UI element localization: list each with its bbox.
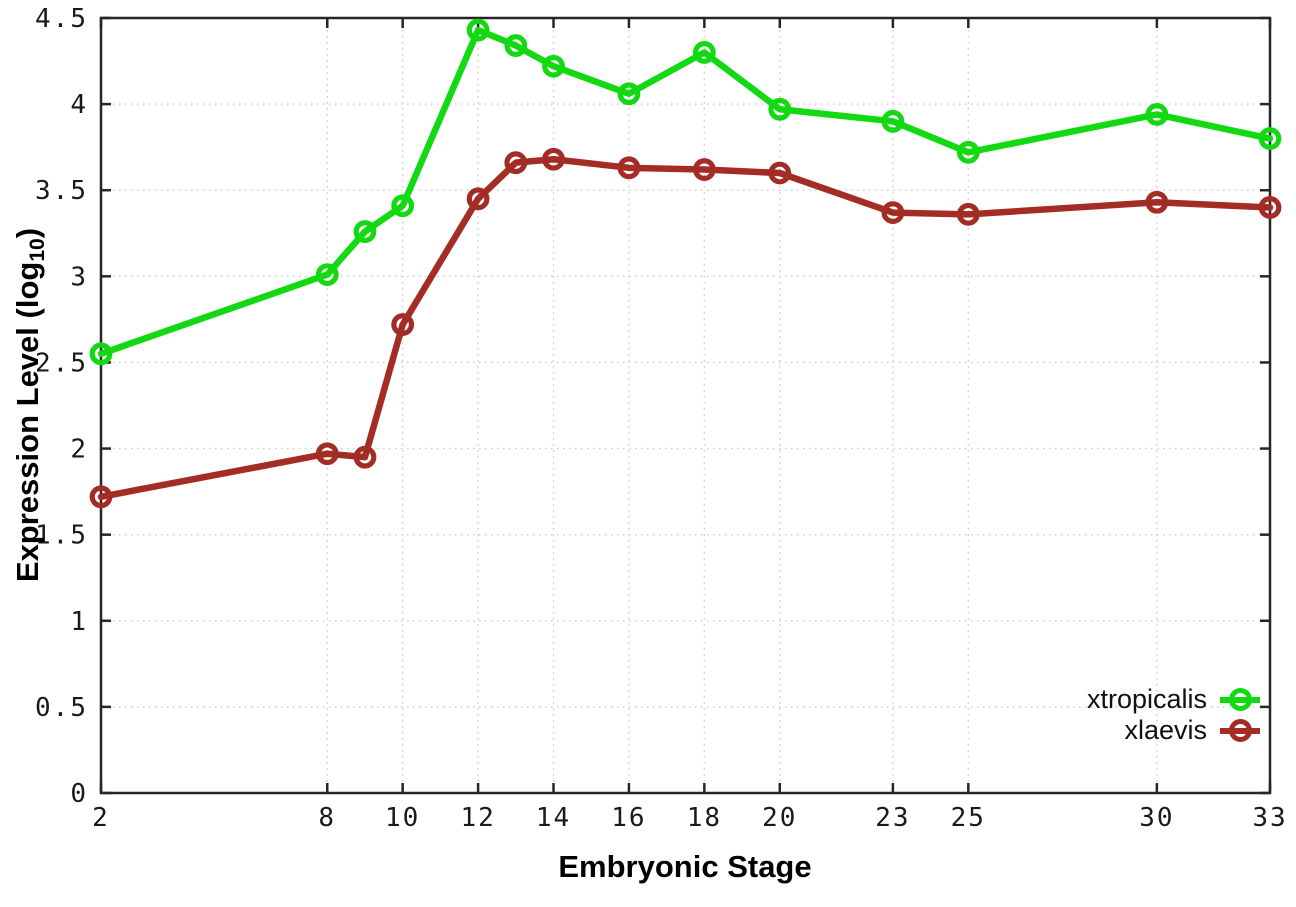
y-tick-label: 0.5: [35, 693, 88, 723]
data-point-marker-xtropicalis: [1145, 103, 1169, 126]
legend-label: xtropicalis: [1086, 684, 1207, 714]
data-point-marker-xlaevis: [768, 161, 792, 185]
data-point-marker-xlaevis: [1258, 196, 1282, 219]
data-point-marker-xtropicalis: [315, 263, 339, 287]
open-circle-marker-icon: [1228, 688, 1252, 711]
x-tick-label: 25: [951, 803, 986, 833]
data-point-marker-xlaevis: [1145, 190, 1169, 214]
data-point-marker-xlaevis: [692, 158, 716, 181]
data-point-marker-xlaevis: [956, 202, 980, 226]
y-tick-label: 1: [70, 607, 88, 637]
x-tick-label: 20: [762, 803, 797, 833]
legend: xtropicalis xlaevis: [1087, 684, 1260, 746]
x-tick-label: 10: [385, 803, 420, 833]
data-point-marker-xlaevis: [391, 313, 415, 336]
data-point-marker-xtropicalis: [617, 82, 641, 106]
x-tick-label: 12: [460, 803, 495, 833]
x-axis-title: Embryonic Stage: [558, 849, 812, 884]
data-point-marker-xtropicalis: [504, 34, 528, 57]
data-point-marker-xtropicalis: [89, 342, 113, 366]
x-tick-label: 14: [536, 803, 571, 833]
data-point-marker-xtropicalis: [692, 41, 716, 64]
y-tick-label: 2: [70, 435, 88, 465]
data-point-marker-xlaevis: [542, 147, 565, 171]
legend-label: xlaevis: [1124, 715, 1207, 745]
data-point-marker-xlaevis: [617, 156, 641, 180]
data-point-marker-xlaevis: [881, 201, 905, 225]
y-tick-label: 0: [70, 779, 88, 809]
data-point-marker-xtropicalis: [542, 54, 565, 78]
y-tick-label: 1.5: [35, 521, 88, 551]
data-point-marker-xtropicalis: [768, 97, 792, 121]
y-tick-label: 3: [70, 262, 88, 292]
data-point-marker-xlaevis: [315, 442, 339, 466]
x-tick-label: 23: [875, 803, 910, 833]
data-point-marker-xlaevis: [504, 151, 528, 175]
y-tick-label: 2.5: [35, 348, 88, 378]
data-point-marker-xtropicalis: [881, 109, 905, 133]
y-tick-label: 3.5: [35, 176, 88, 206]
series-line-xlaevis: [97, 155, 1274, 501]
x-tick-label: 16: [611, 803, 646, 833]
data-point-marker-xtropicalis: [956, 140, 980, 164]
data-point-marker-xlaevis: [466, 187, 490, 211]
data-point-marker-xtropicalis: [466, 18, 490, 42]
data-point-marker-xtropicalis: [353, 220, 377, 243]
data-point-marker-xtropicalis: [1258, 127, 1282, 150]
y-axis-title-text: Expression Level (log: [10, 261, 46, 583]
legend-sample: [1220, 715, 1260, 746]
data-point-marker-xlaevis: [89, 485, 113, 509]
x-tick-label: 33: [1252, 803, 1287, 833]
legend-entry-xtropicalis: xtropicalis: [1087, 684, 1260, 715]
x-tick-label: 8: [318, 803, 336, 833]
y-axis-title-close: ): [10, 227, 46, 239]
y-tick-label: 4: [70, 90, 88, 120]
data-point-marker-xlaevis: [353, 445, 377, 469]
y-axis-title-subscript: 10: [25, 238, 49, 262]
legend-entry-xlaevis: xlaevis: [1087, 715, 1260, 746]
legend-sample: [1220, 684, 1260, 715]
x-tick-label: 18: [687, 803, 722, 833]
y-axis-title: Expression Level (log10): [10, 228, 50, 582]
data-point-marker-xtropicalis: [391, 194, 415, 218]
x-tick-label: 30: [1139, 803, 1174, 833]
series-line-xtropicalis: [97, 26, 1274, 358]
x-tick-label: 2: [92, 803, 110, 833]
y-tick-label: 4.5: [35, 4, 88, 34]
plot-border: [99, 16, 1272, 795]
open-circle-marker-icon: [1228, 719, 1252, 742]
